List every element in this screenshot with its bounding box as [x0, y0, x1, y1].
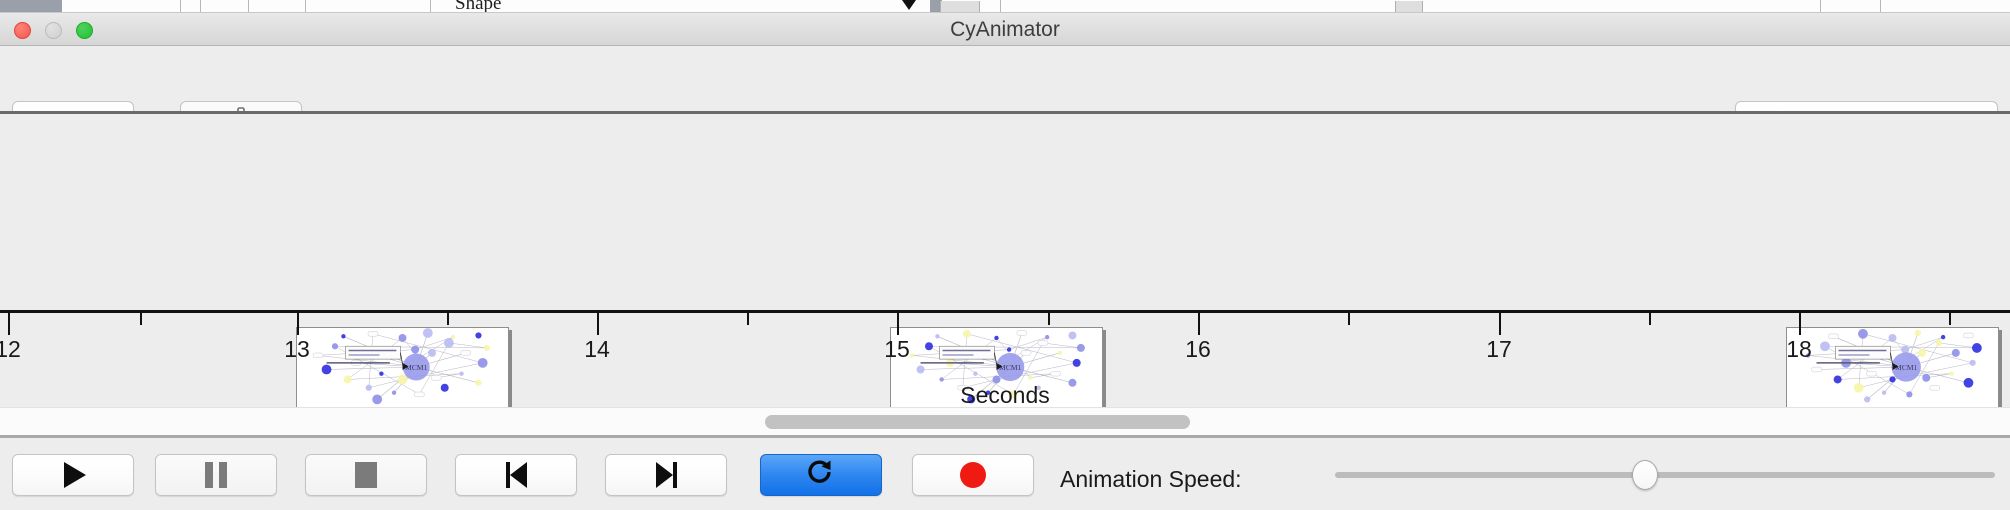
scrollbar-divider: [0, 435, 2010, 438]
axis-tick-label: 15: [884, 336, 910, 362]
close-window-button[interactable]: [14, 22, 31, 39]
first-frame-button[interactable]: [455, 454, 577, 496]
axis-tick-label: 18: [1786, 336, 1812, 362]
bg-line: [1880, 0, 1881, 12]
maximize-window-button[interactable]: [76, 22, 93, 39]
axis-tick-major: [1198, 313, 1200, 335]
animation-speed-track: [1335, 472, 1995, 478]
loop-button[interactable]: [760, 454, 882, 496]
bg-tab: [1395, 1, 1423, 12]
title-bar: CyAnimator: [0, 13, 2010, 46]
stop-button[interactable]: [305, 454, 427, 496]
stop-icon: [355, 462, 377, 488]
axis-tick-minor: [747, 313, 749, 325]
axis-tick-minor: [447, 313, 449, 325]
axis-tick-major: [1799, 313, 1801, 335]
bg-line: [248, 0, 249, 12]
window-title: CyAnimator: [950, 18, 1060, 41]
skip-forward-icon: [655, 462, 677, 488]
axis-tick-minor: [1348, 313, 1350, 325]
axis-tick-major: [297, 313, 299, 335]
axis-tick-major: [897, 313, 899, 335]
animation-speed-label: Animation Speed:: [1060, 466, 1242, 492]
keyframe-thumbnail[interactable]: MCM1: [296, 327, 509, 407]
bg-line: [1820, 0, 1821, 12]
axis-tick-minor: [140, 313, 142, 325]
axis-tick-label: 12: [0, 336, 21, 362]
animation-speed-slider[interactable]: [1335, 454, 1995, 496]
keyframe-thumbnail[interactable]: MCM1: [1786, 327, 1999, 407]
timeline-scrollbar-thumb[interactable]: [765, 415, 1190, 429]
play-icon: [64, 462, 86, 488]
background-window-strip: Shape: [0, 0, 2010, 13]
axis-tick-minor: [1949, 313, 1951, 325]
svg-text:MCM1: MCM1: [1895, 363, 1917, 372]
axis-tick-major: [8, 313, 10, 335]
axis-tick-minor: [1048, 313, 1050, 325]
timeline-scrollbar-track[interactable]: [0, 407, 2010, 435]
bg-line: [430, 0, 431, 12]
axis-tick-minor: [1649, 313, 1651, 325]
svg-text:MCM1: MCM1: [405, 363, 427, 372]
record-button[interactable]: [912, 454, 1034, 496]
bg-line: [200, 0, 201, 12]
bg-line: [1000, 0, 1001, 12]
timeline-panel[interactable]: MCM1 MCM1 MCM1 12 13 14 15 16 17 18 Seconds: [0, 114, 2010, 407]
pause-button[interactable]: [155, 454, 277, 496]
axis-tick-label: 16: [1185, 336, 1211, 362]
bg-line: [180, 0, 181, 12]
toolbar-divider: [0, 111, 2010, 114]
bg-tab: [940, 1, 980, 12]
minimize-window-button[interactable]: [45, 22, 62, 39]
pause-icon: [205, 462, 227, 488]
svg-text:MCM1: MCM1: [999, 363, 1021, 372]
bg-block: [0, 0, 62, 12]
animation-speed-thumb[interactable]: [1632, 460, 1659, 490]
skip-backward-icon: [505, 462, 527, 488]
axis-tick-major: [597, 313, 599, 335]
loop-icon: [805, 458, 837, 493]
toolbar: + Clear All Frames: [0, 46, 2010, 145]
record-icon: [960, 462, 986, 488]
axis-tick-label: 17: [1486, 336, 1512, 362]
bg-wedge: [902, 0, 916, 10]
bg-block: [930, 0, 942, 12]
last-frame-button[interactable]: [605, 454, 727, 496]
axis-title: Seconds: [960, 382, 1050, 407]
play-button[interactable]: [12, 454, 134, 496]
axis-tick-label: 13: [284, 336, 310, 362]
background-window-label: Shape: [455, 0, 502, 13]
axis-tick-major: [1499, 313, 1501, 335]
axis-tick-label: 14: [584, 336, 610, 362]
timeline-axis: [0, 310, 2010, 313]
bg-line: [305, 0, 306, 12]
keyframe-thumbnail[interactable]: MCM1: [890, 327, 1103, 407]
transport-bar: Animation Speed:: [0, 438, 2010, 510]
